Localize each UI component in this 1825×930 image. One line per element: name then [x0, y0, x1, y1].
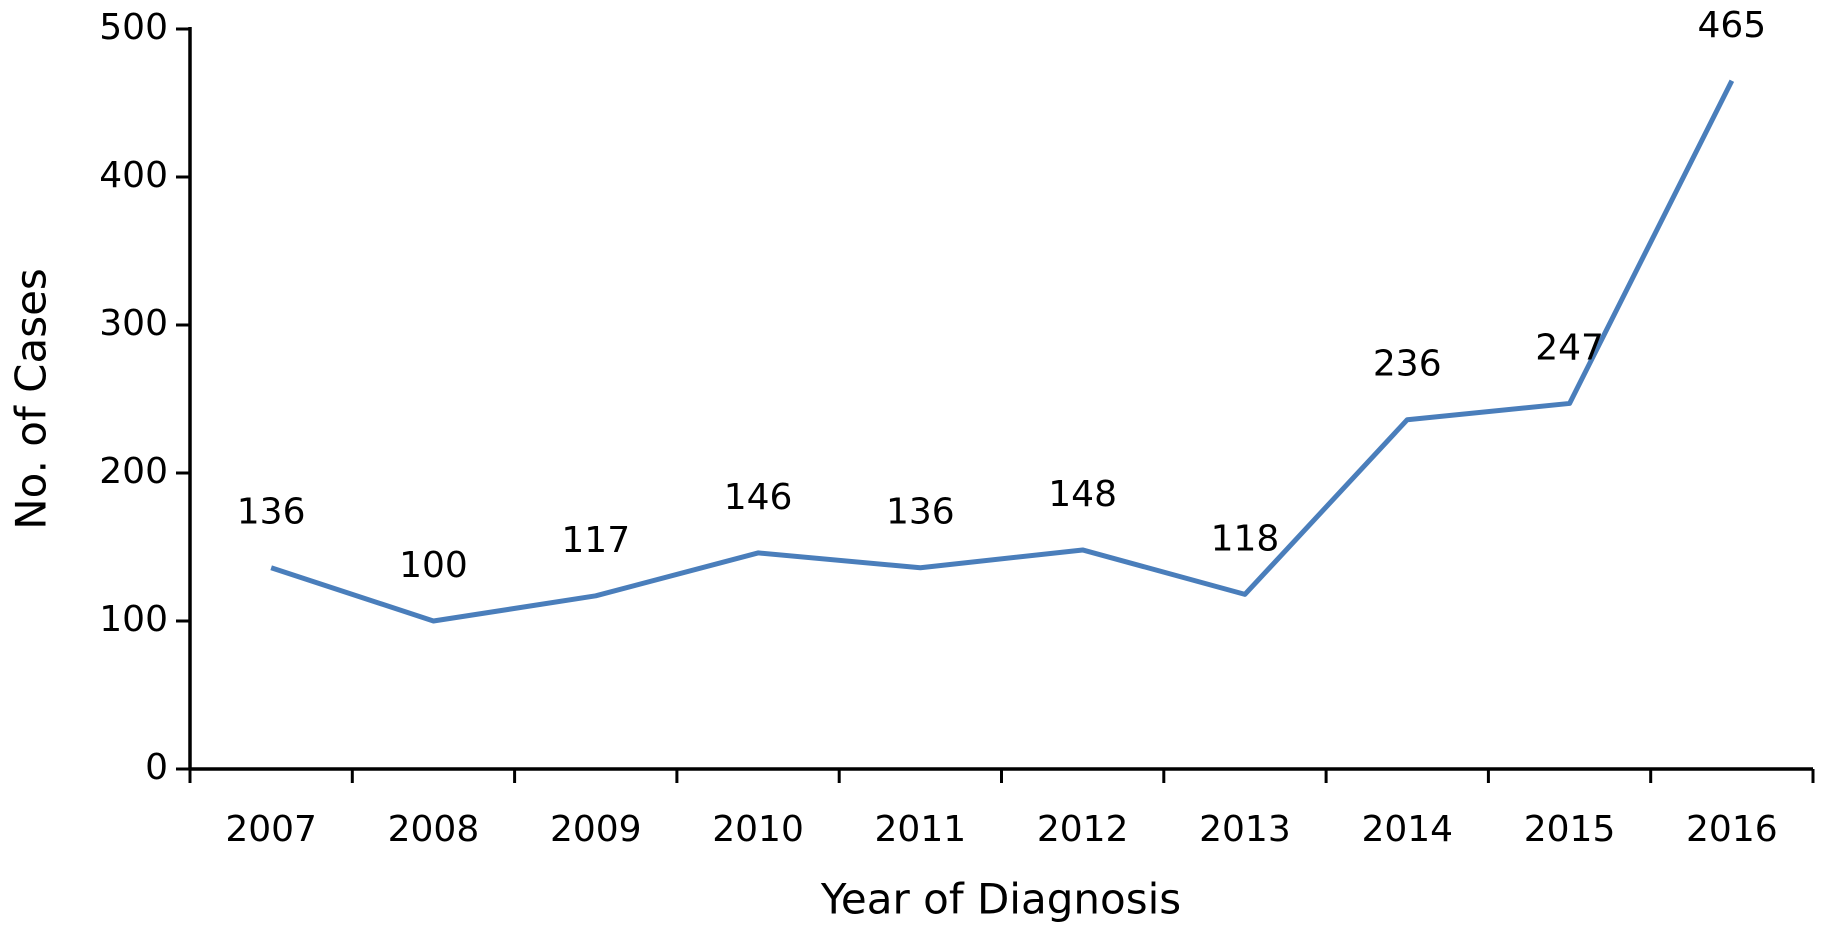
data-label: 117	[561, 520, 630, 561]
x-tick-label: 2015	[1524, 809, 1616, 850]
y-tick-label: 0	[145, 747, 168, 788]
data-label: 247	[1535, 327, 1604, 368]
data-label: 118	[1211, 518, 1280, 559]
x-tick-label: 2012	[1037, 809, 1129, 850]
data-label: 136	[237, 492, 306, 533]
x-tick-label: 2010	[712, 809, 804, 850]
y-tick-label: 300	[99, 303, 168, 344]
data-label: 136	[886, 492, 955, 533]
x-tick-label: 2008	[388, 809, 480, 850]
x-tick-label: 2013	[1199, 809, 1291, 850]
y-tick-label: 200	[99, 451, 168, 492]
x-tick-label: 2014	[1361, 809, 1453, 850]
y-tick-label: 500	[99, 7, 168, 48]
data-label: 148	[1048, 474, 1117, 515]
x-tick-label: 2016	[1686, 809, 1778, 850]
y-tick-label: 400	[99, 155, 168, 196]
data-label: 465	[1697, 5, 1766, 46]
x-tick-label: 2007	[225, 809, 317, 850]
data-label: 146	[724, 477, 793, 518]
data-line	[270, 79, 1735, 624]
y-tick-label: 100	[99, 599, 168, 640]
x-tick-label: 2009	[550, 809, 642, 850]
x-axis-title: Year of Diagnosis	[820, 875, 1181, 924]
data-label: 100	[399, 545, 468, 586]
data-label: 236	[1373, 344, 1442, 385]
y-axis-title: No. of Cases	[7, 268, 56, 530]
x-tick-label: 2011	[875, 809, 967, 850]
